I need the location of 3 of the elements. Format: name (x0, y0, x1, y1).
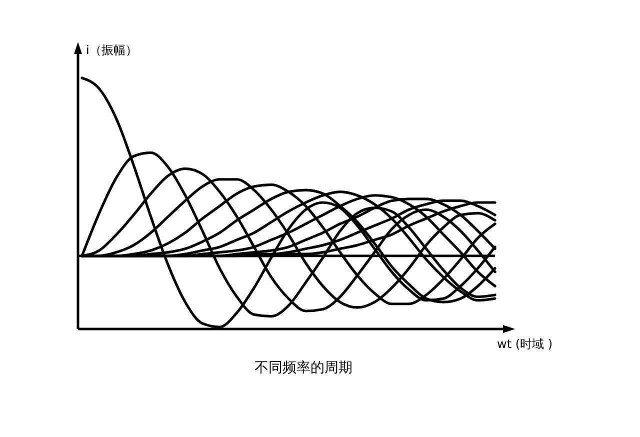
text: 不同频率的周期 (254, 360, 352, 376)
y-axis-title: i（振幅） (86, 43, 138, 57)
x-axis-title: wt (时域 ) (497, 337, 553, 351)
